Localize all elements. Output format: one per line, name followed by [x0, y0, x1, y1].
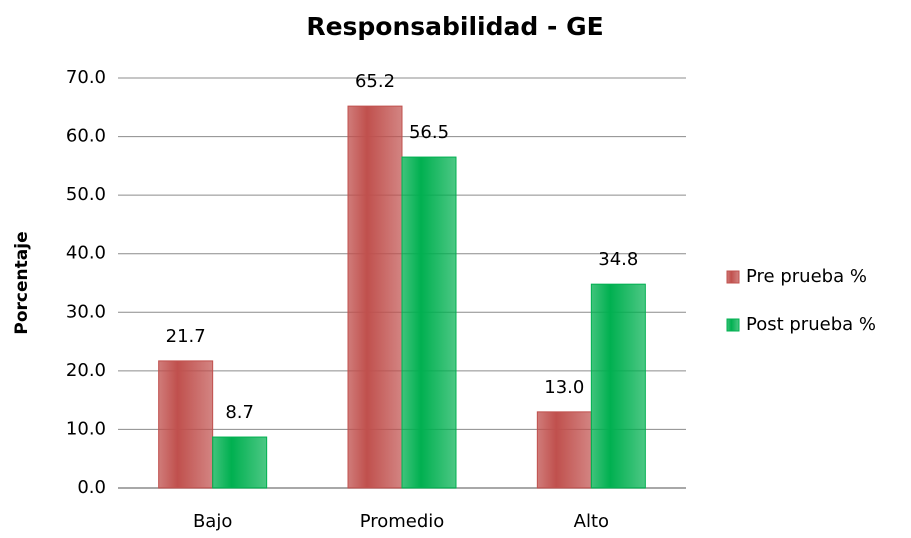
y-tick-label: 50.0: [66, 184, 106, 205]
data-label: 65.2: [355, 71, 395, 92]
chart-title: Responsabilidad - GE: [306, 12, 603, 41]
bar: [212, 436, 268, 489]
y-axis-label: Porcentaje: [12, 231, 32, 334]
data-label: 34.8: [598, 249, 638, 270]
bar: [347, 105, 403, 489]
legend-label: Pre prueba %: [746, 266, 867, 287]
bar: [536, 411, 592, 489]
data-label: 21.7: [166, 326, 206, 347]
x-tick-label: Promedio: [360, 511, 445, 532]
y-tick-label: 10.0: [66, 418, 106, 439]
legend-swatch: [726, 318, 740, 332]
y-tick-label: 20.0: [66, 360, 106, 381]
y-tick-label: 0.0: [77, 477, 106, 498]
y-tick-label: 40.0: [66, 243, 106, 264]
legend-swatch: [726, 270, 740, 284]
legend-label: Post prueba %: [746, 314, 876, 335]
y-tick-label: 70.0: [66, 67, 106, 88]
data-label: 56.5: [409, 122, 449, 143]
x-tick-label: Bajo: [193, 511, 232, 532]
bar: [158, 360, 214, 489]
bar: [590, 283, 646, 489]
y-tick-label: 60.0: [66, 126, 106, 147]
data-label: 13.0: [544, 377, 584, 398]
bar: [401, 156, 457, 489]
data-label: 8.7: [225, 402, 254, 423]
y-tick-label: 30.0: [66, 301, 106, 322]
x-tick-label: Alto: [574, 511, 609, 532]
